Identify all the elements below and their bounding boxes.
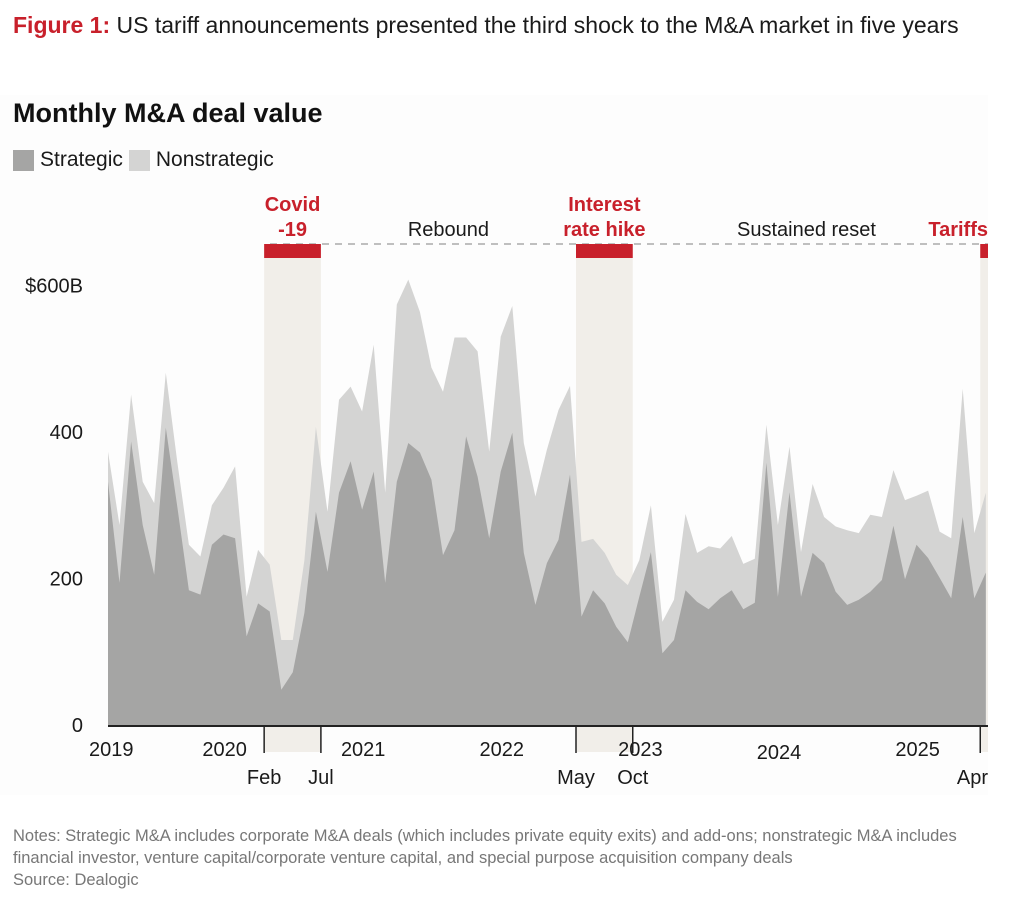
event-label: Tariffs [928, 219, 988, 241]
chart-title: Monthly M&A deal value [13, 98, 323, 128]
event-start-label: May [557, 767, 595, 789]
event-annotations: Covid -19 Feb Jul Interest rate hike May Oct Tar… [247, 194, 988, 789]
x-year-label: 2019 [89, 739, 134, 761]
x-year-label: 2025 [895, 739, 940, 761]
event-band-2 [980, 244, 988, 752]
legend-item-nonstrategic: Nonstrategic [128, 148, 274, 172]
x-year-label: 2021 [341, 739, 386, 761]
legend-label-strategic: Strategic [40, 148, 123, 171]
event-bar-1 [576, 244, 633, 258]
legend-swatch-nonstrategic [128, 149, 150, 171]
event-end-label: Jul [308, 767, 334, 789]
event-start-label: Apr [957, 767, 988, 789]
legend: Strategic Nonstrategic [13, 148, 280, 172]
figure-label: Figure 1: [13, 12, 111, 38]
event-start-label: Feb [247, 767, 281, 789]
notes-text: Notes: Strategic M&A includes corporate … [13, 827, 957, 867]
period-label: Sustained reset [737, 219, 876, 241]
area-series [108, 279, 986, 725]
x-year-label: 2023 [618, 739, 663, 761]
chart-svg: 0 200 400 $600B 2019 2020 2021 2022 2023 2024 2025… [25, 194, 988, 789]
event-bar-2 [980, 244, 988, 258]
figure-title: Figure 1: US tariff announcements presen… [13, 6, 1003, 44]
figure-title-text: US tariff announcements presented the th… [116, 12, 959, 38]
period-label: Rebound [408, 219, 489, 241]
event-bar-0 [264, 244, 321, 258]
notes: Notes: Strategic M&A includes corporate … [13, 825, 1003, 891]
x-year-label: 2022 [480, 739, 525, 761]
source-text: Source: Dealogic [13, 871, 139, 889]
axes: 0 200 400 $600B 2019 2020 2021 2022 2023 2024 2025 [25, 276, 988, 764]
event-label: rate hike [563, 219, 645, 241]
legend-item-strategic: Strategic [13, 148, 123, 172]
y-tick-label: 400 [50, 422, 83, 444]
event-end-label: Oct [617, 767, 649, 789]
legend-label-nonstrategic: Nonstrategic [155, 148, 274, 171]
event-label: Interest [568, 194, 641, 216]
event-label: Covid [265, 194, 321, 216]
x-year-label: 2020 [202, 739, 247, 761]
legend-swatch-strategic [13, 149, 34, 171]
y-tick-label: $600B [25, 276, 83, 298]
y-tick-label: 0 [72, 715, 83, 737]
event-label: -19 [278, 219, 307, 241]
x-year-label: 2024 [757, 742, 802, 764]
area-strategic [108, 427, 986, 725]
y-tick-label: 200 [50, 569, 83, 591]
